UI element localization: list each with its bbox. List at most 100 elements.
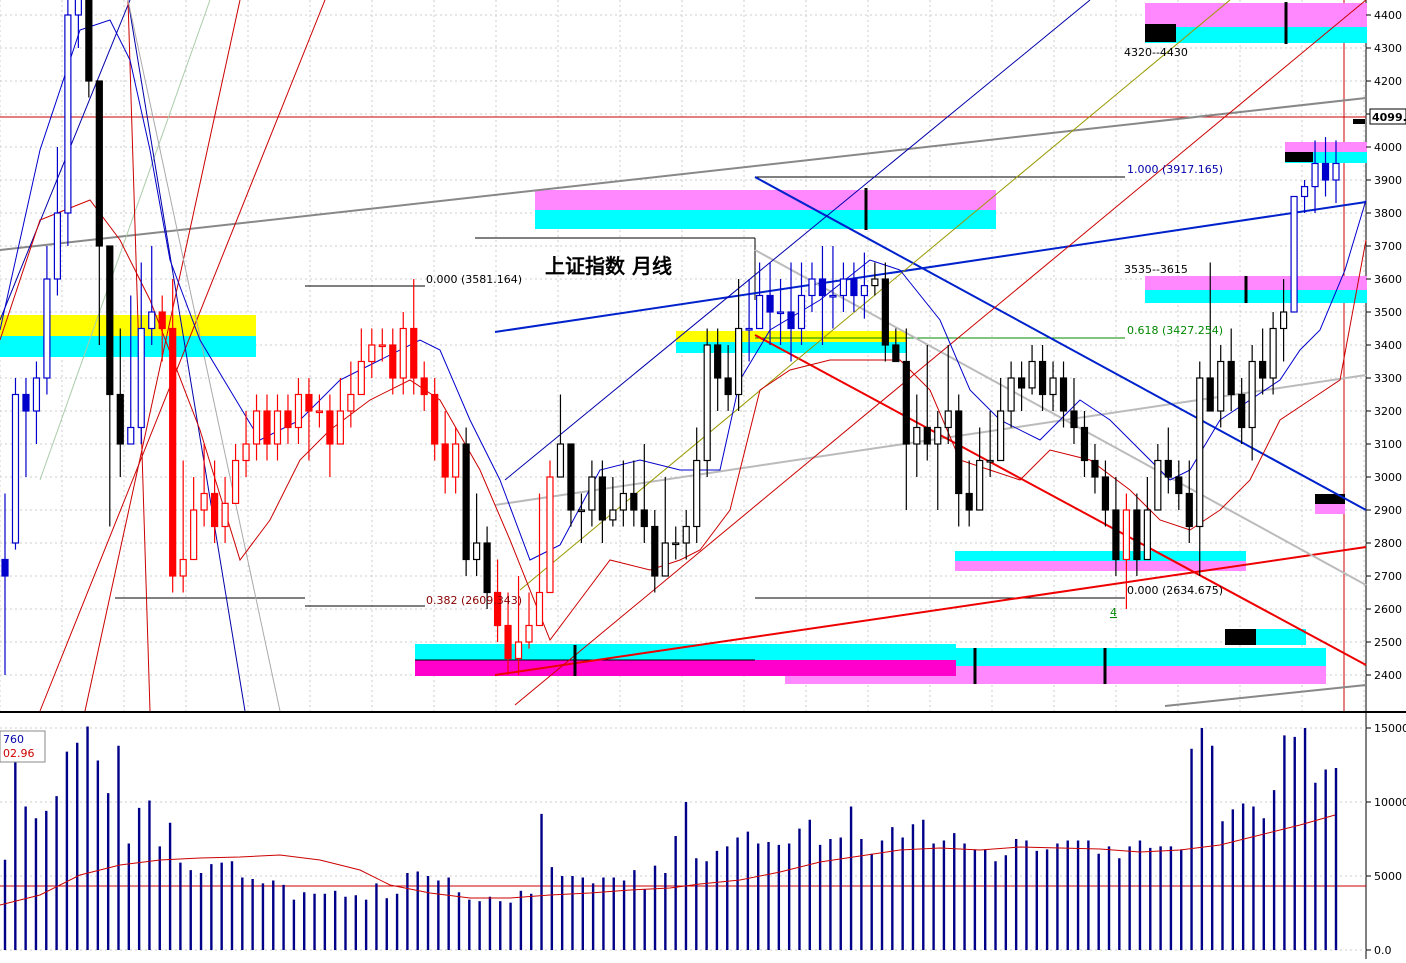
candle: [1101, 460, 1110, 527]
candle-body: [902, 360, 910, 445]
candle: [473, 493, 481, 576]
candle: [127, 295, 135, 445]
candle-body: [473, 542, 481, 561]
candle: [137, 262, 145, 444]
fan-grey-2: [127, 0, 281, 712]
fan-grey-1: [39, 0, 211, 481]
candle: [871, 262, 879, 296]
candle: [1175, 460, 1183, 510]
candle-body: [431, 393, 439, 445]
candle-body: [22, 393, 30, 412]
candle: [368, 328, 376, 378]
trend-lines: [0, 0, 1367, 712]
trendline-red-lower: [494, 546, 1367, 676]
candle-body: [630, 492, 638, 511]
candle: [1143, 477, 1151, 561]
candle-body: [452, 443, 460, 478]
fib2-top-label: 1.000 (3917.165): [1127, 163, 1223, 176]
candle-body: [881, 278, 889, 346]
candle-body: [493, 591, 502, 627]
candle-body: [378, 344, 386, 348]
candle-body: [735, 327, 743, 396]
candle: [336, 378, 344, 445]
candle: [997, 378, 1005, 462]
candle-body: [556, 443, 565, 478]
candle-body: [200, 492, 208, 511]
candle: [902, 328, 910, 510]
candle: [913, 394, 921, 477]
candle: [106, 245, 114, 527]
candle-body: [211, 492, 219, 528]
candle-body: [242, 443, 250, 462]
zone-black-2900: [1315, 494, 1345, 504]
candle: [892, 328, 900, 363]
candle-body: [598, 476, 606, 521]
candle-body: [284, 410, 292, 429]
candle-body: [1185, 492, 1193, 528]
zone-cyan-bottom-right: [956, 648, 1326, 666]
candle: [252, 394, 261, 461]
candle-body: [997, 410, 1005, 462]
candle-body: [127, 426, 135, 445]
candle-body: [1248, 360, 1256, 429]
candle: [567, 443, 575, 527]
candle-body: [797, 294, 806, 330]
candle: [693, 427, 701, 543]
candle: [986, 411, 994, 477]
zone-cyan-bottom: [415, 644, 956, 660]
candle: [347, 361, 355, 428]
candle-body: [1059, 377, 1068, 412]
candle-body: [1049, 377, 1057, 396]
candle-body: [1154, 459, 1162, 511]
candle-body: [336, 410, 344, 445]
candle: [221, 477, 229, 543]
candle-body: [860, 285, 868, 297]
price-tick-label: 2700: [1374, 570, 1402, 583]
candle-body: [1133, 509, 1141, 561]
candle-body: [829, 294, 837, 298]
fib2-mid-label: 0.618 (3427.254): [1127, 324, 1223, 337]
candle-body: [850, 278, 858, 297]
candle-body: [1143, 509, 1151, 561]
candle-body: [986, 459, 994, 463]
candle: [22, 378, 30, 477]
candle-body: [693, 459, 701, 528]
candle: [1133, 493, 1141, 576]
candle-body: [1321, 162, 1330, 181]
candle-body: [1164, 459, 1172, 478]
candle: [640, 444, 648, 543]
candle-body: [1290, 195, 1298, 313]
zone-cyan-mid: [535, 210, 996, 229]
candle-body: [703, 344, 711, 462]
price-tick-label: 2600: [1374, 603, 1402, 616]
candle: [535, 493, 544, 627]
candle-body: [514, 641, 523, 660]
candle: [1091, 444, 1099, 494]
candle-body: [934, 426, 942, 445]
candle: [1122, 493, 1130, 609]
candle-body: [158, 311, 166, 330]
candle: [263, 394, 271, 461]
candle: [1038, 345, 1047, 411]
candle-body: [1227, 360, 1235, 396]
candle-body: [955, 410, 963, 495]
candle: [1321, 137, 1330, 197]
candle: [1, 493, 9, 675]
candle-body: [504, 624, 512, 660]
candle: [357, 328, 365, 396]
candle-body: [420, 377, 428, 396]
candle: [787, 262, 795, 362]
volume-tick-label: 15000: [1374, 722, 1406, 735]
price-tick-label: 3500: [1374, 306, 1402, 319]
candle: [934, 411, 942, 510]
candle-body: [137, 327, 145, 429]
price-tick-label: 3000: [1374, 471, 1402, 484]
volume-panel: 15000 10000 5000 0.0: [0, 722, 1406, 957]
candle: [1049, 361, 1057, 411]
candle: [231, 444, 240, 505]
fan-red-1: [39, 0, 326, 712]
indicator-value-2: 02.96: [3, 747, 35, 760]
candle-body: [148, 311, 156, 330]
candle: [850, 262, 858, 312]
candle-body: [85, 0, 93, 82]
